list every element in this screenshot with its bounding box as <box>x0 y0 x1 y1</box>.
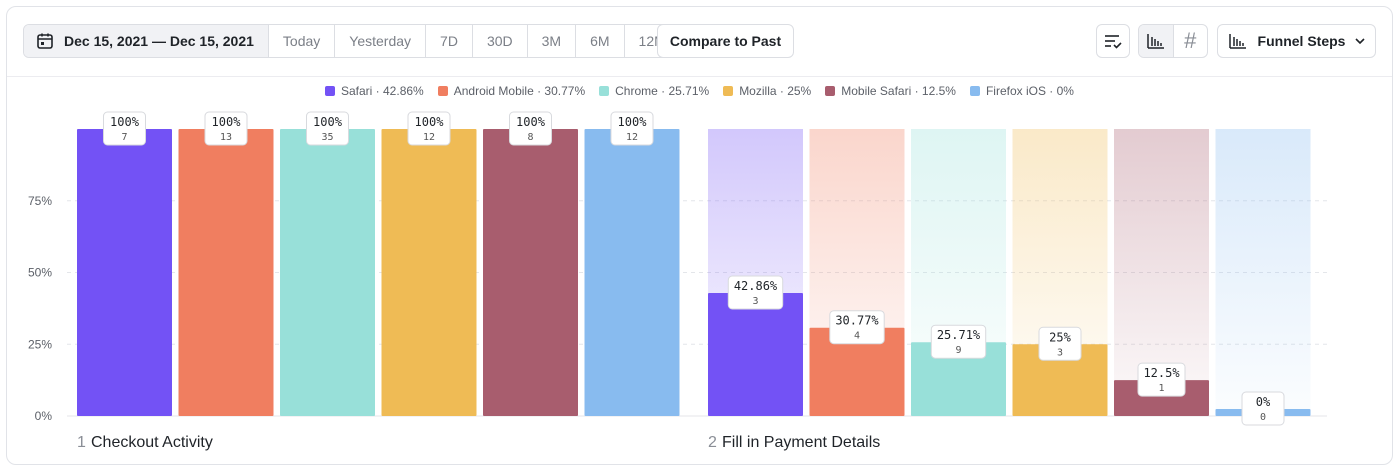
date-range-button[interactable]: Dec 15, 2021 — Dec 15, 2021 <box>24 25 268 57</box>
bar-view-button[interactable] <box>1139 25 1174 57</box>
range-6m[interactable]: 6M <box>575 25 623 57</box>
data-label-count: 35 <box>321 132 333 143</box>
chart-legend: Safari · 42.86% Android Mobile · 30.77% Ch… <box>7 81 1392 101</box>
range-3m[interactable]: 3M <box>526 25 575 57</box>
funnel-steps-dropdown[interactable]: Funnel Steps <box>1217 24 1376 58</box>
step-index: 1 <box>77 434 86 451</box>
bar-1-0[interactable] <box>708 292 803 416</box>
legend-label: Firefox iOS · 0% <box>985 84 1074 98</box>
bar-0-5[interactable] <box>584 129 680 416</box>
bar-0-1[interactable] <box>178 129 274 416</box>
data-label-percent: 42.86% <box>734 279 778 293</box>
legend-swatch <box>325 86 335 96</box>
data-label-count: 12 <box>423 132 435 143</box>
legend-swatch <box>437 86 448 96</box>
view-toggle: # <box>1138 24 1208 58</box>
legend-item-4[interactable]: Mobile Safari · 12.5% <box>825 81 956 101</box>
funnel-chart: 0%25%50%75%100%7100%13100%35100%12100%81… <box>28 111 1327 451</box>
legend-label: Mobile Safari · 12.5% <box>841 84 956 98</box>
bar-0-3[interactable] <box>381 129 477 416</box>
legend-label: Mozilla · 25% <box>739 84 812 98</box>
bar-dropoff-5 <box>1215 129 1311 416</box>
bar-0-0[interactable] <box>77 129 172 416</box>
data-label-box <box>829 310 885 345</box>
range-yesterday[interactable]: Yesterday <box>334 25 425 57</box>
legend-swatch <box>599 86 610 96</box>
data-label-percent: 30.77% <box>835 314 879 328</box>
legend-label: Safari · 42.86% <box>341 84 424 98</box>
bar-0-4[interactable] <box>483 129 578 416</box>
y-tick-label: 25% <box>28 337 52 351</box>
legend-label: Android Mobile · 30.77% <box>453 84 586 98</box>
data-label-box <box>1038 326 1082 361</box>
legend-item-1[interactable]: Android Mobile · 30.77% <box>437 81 586 101</box>
step-name: Fill in Payment Details <box>722 434 880 451</box>
data-label-count: 1 <box>1158 383 1164 394</box>
data-label-percent: 100% <box>313 115 343 129</box>
data-label-count: 3 <box>752 296 758 307</box>
data-label-box <box>103 111 146 146</box>
sort-button[interactable] <box>1096 24 1130 58</box>
date-range-selector: Dec 15, 2021 — Dec 15, 2021 Today Yester… <box>23 24 681 58</box>
data-label-percent: 0% <box>1256 395 1271 409</box>
data-label-count: 8 <box>527 132 533 143</box>
data-label-count: 4 <box>854 331 860 342</box>
sort-icon <box>1105 35 1122 49</box>
data-label-box <box>930 324 987 359</box>
data-label-percent: 25.71% <box>937 328 981 342</box>
data-label-count: 13 <box>220 132 232 143</box>
bar-1-2[interactable] <box>911 342 1006 416</box>
range-30d[interactable]: 30D <box>471 25 527 57</box>
data-label-percent: 100% <box>212 115 242 129</box>
legend-item-3[interactable]: Mozilla · 25% <box>723 81 811 101</box>
funnel-icon <box>1228 34 1246 49</box>
y-tick-label: 50% <box>28 266 52 280</box>
data-label-percent: 25% <box>1049 330 1071 344</box>
y-tick-label: 0% <box>35 409 53 423</box>
legend-swatch <box>825 86 836 96</box>
range-today[interactable]: Today <box>267 25 334 57</box>
data-label-count: 0 <box>1260 412 1266 423</box>
data-label-box <box>727 275 784 310</box>
legend-swatch <box>969 86 980 96</box>
calendar-icon <box>37 33 53 49</box>
legend-item-5[interactable]: Firefox iOS · 0% <box>969 81 1074 101</box>
bar-0-2[interactable] <box>280 129 375 416</box>
data-label-box <box>1137 362 1186 397</box>
compare-to-past-button[interactable]: Compare to Past <box>657 24 794 58</box>
bar-1-3[interactable] <box>1012 344 1108 416</box>
bar-1-1[interactable] <box>809 327 905 416</box>
data-label-count: 3 <box>1057 347 1063 358</box>
data-label-percent: 100% <box>516 115 546 129</box>
number-view-button[interactable]: # <box>1174 25 1208 57</box>
data-label-percent: 100% <box>618 115 648 129</box>
data-label-count: 12 <box>626 132 638 143</box>
data-label-count: 7 <box>121 132 127 143</box>
chevron-down-icon <box>1355 38 1366 45</box>
data-label-box <box>204 111 248 146</box>
data-label-box <box>610 111 654 146</box>
step-index: 2 <box>708 434 717 451</box>
data-label-percent: 100% <box>110 115 140 129</box>
funnel-steps-label: Funnel Steps <box>1257 33 1346 49</box>
data-label-box <box>306 111 349 146</box>
funnel-report-card: Dec 15, 2021 — Dec 15, 2021 Today Yester… <box>6 6 1393 465</box>
toolbar: Dec 15, 2021 — Dec 15, 2021 Today Yester… <box>7 7 1392 77</box>
legend-swatch <box>723 86 734 96</box>
legend-item-0[interactable]: Safari · 42.86% <box>325 81 424 101</box>
data-label-box <box>1241 391 1285 426</box>
y-tick-label: 75% <box>28 194 52 208</box>
step-name: Checkout Activity <box>91 434 213 451</box>
date-range-label: Dec 15, 2021 — Dec 15, 2021 <box>64 33 254 49</box>
data-label-box <box>509 111 552 146</box>
legend-item-2[interactable]: Chrome · 25.71% <box>599 81 709 101</box>
bar-chart-icon <box>1147 34 1164 49</box>
hash-icon: # <box>1184 28 1197 53</box>
data-label-box <box>407 111 451 146</box>
data-label-percent: 12.5% <box>1143 366 1180 380</box>
legend-label: Chrome · 25.71% <box>615 84 710 98</box>
range-7d[interactable]: 7D <box>425 25 472 57</box>
data-label-percent: 100% <box>415 115 445 129</box>
data-label-count: 9 <box>955 345 961 356</box>
